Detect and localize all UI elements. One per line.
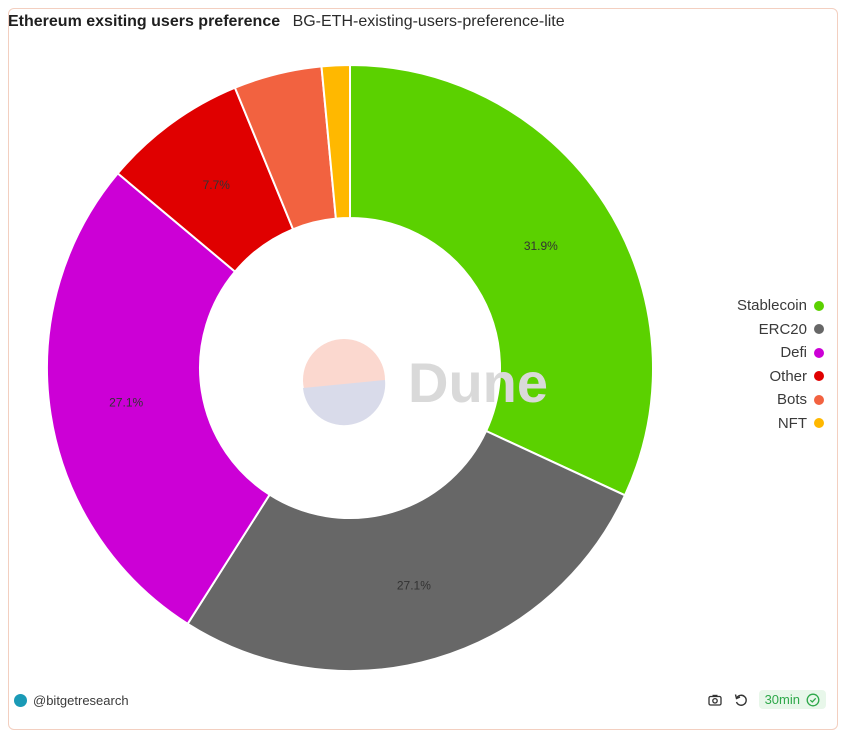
chart-title: Ethereum exsiting users preference (8, 13, 281, 30)
legend-swatch (814, 418, 824, 429)
author-credit[interactable]: @bitgetresearch (14, 693, 129, 708)
legend-label: ERC20 (758, 320, 807, 338)
legend-item-nft[interactable]: NFT (684, 412, 824, 436)
legend-label: Defi (780, 344, 807, 362)
author-handle: @bitgetresearch (33, 693, 129, 708)
check-circle-icon (806, 693, 820, 706)
legend-label: Stablecoin (736, 297, 807, 315)
legend-swatch (814, 371, 824, 382)
chart-legend: Stablecoin ERC20 Defi Other Bots NFT (684, 294, 824, 435)
query-name[interactable]: BG-ETH-existing-users-preference-lite (292, 13, 565, 30)
legend-item-other[interactable]: Other (684, 365, 824, 389)
legend-swatch (814, 324, 824, 335)
legend-swatch (814, 347, 824, 358)
refresh-interval: 30min (764, 692, 800, 707)
legend-item-defi[interactable]: Defi (684, 341, 824, 365)
slice-label-erc20: 27.1% (397, 578, 431, 592)
legend-label: NFT (777, 414, 807, 432)
legend-item-erc20[interactable]: ERC20 (684, 318, 824, 342)
slice-label-stablecoin: 31.9% (524, 239, 558, 253)
slice-stablecoin[interactable] (349, 63, 654, 497)
chart-header: Ethereum exsiting users preference BG-ET… (8, 13, 565, 31)
refresh-interval-badge[interactable]: 30min (758, 690, 826, 709)
slice-nft[interactable] (320, 63, 351, 220)
slice-defi[interactable] (46, 171, 272, 626)
legend-swatch (814, 300, 824, 311)
legend-item-stablecoin[interactable]: Stablecoin (684, 294, 824, 318)
legend-label: Other (769, 367, 807, 385)
dune-logo-shade (303, 380, 386, 426)
chart-toolbar: 30min (707, 690, 826, 709)
refresh-icon[interactable] (733, 692, 749, 708)
bitget-avatar-icon (14, 694, 27, 707)
legend-item-bots[interactable]: Bots (684, 388, 824, 412)
camera-icon[interactable] (707, 692, 723, 708)
slice-erc20[interactable] (186, 429, 627, 672)
slice-label-defi: 27.1% (109, 396, 143, 410)
legend-swatch (814, 394, 824, 405)
dune-watermark: Dune (303, 339, 548, 426)
legend-label: Bots (776, 391, 807, 409)
dune-watermark-text: Dune (408, 351, 548, 414)
slice-label-other: 7.7% (203, 178, 231, 192)
